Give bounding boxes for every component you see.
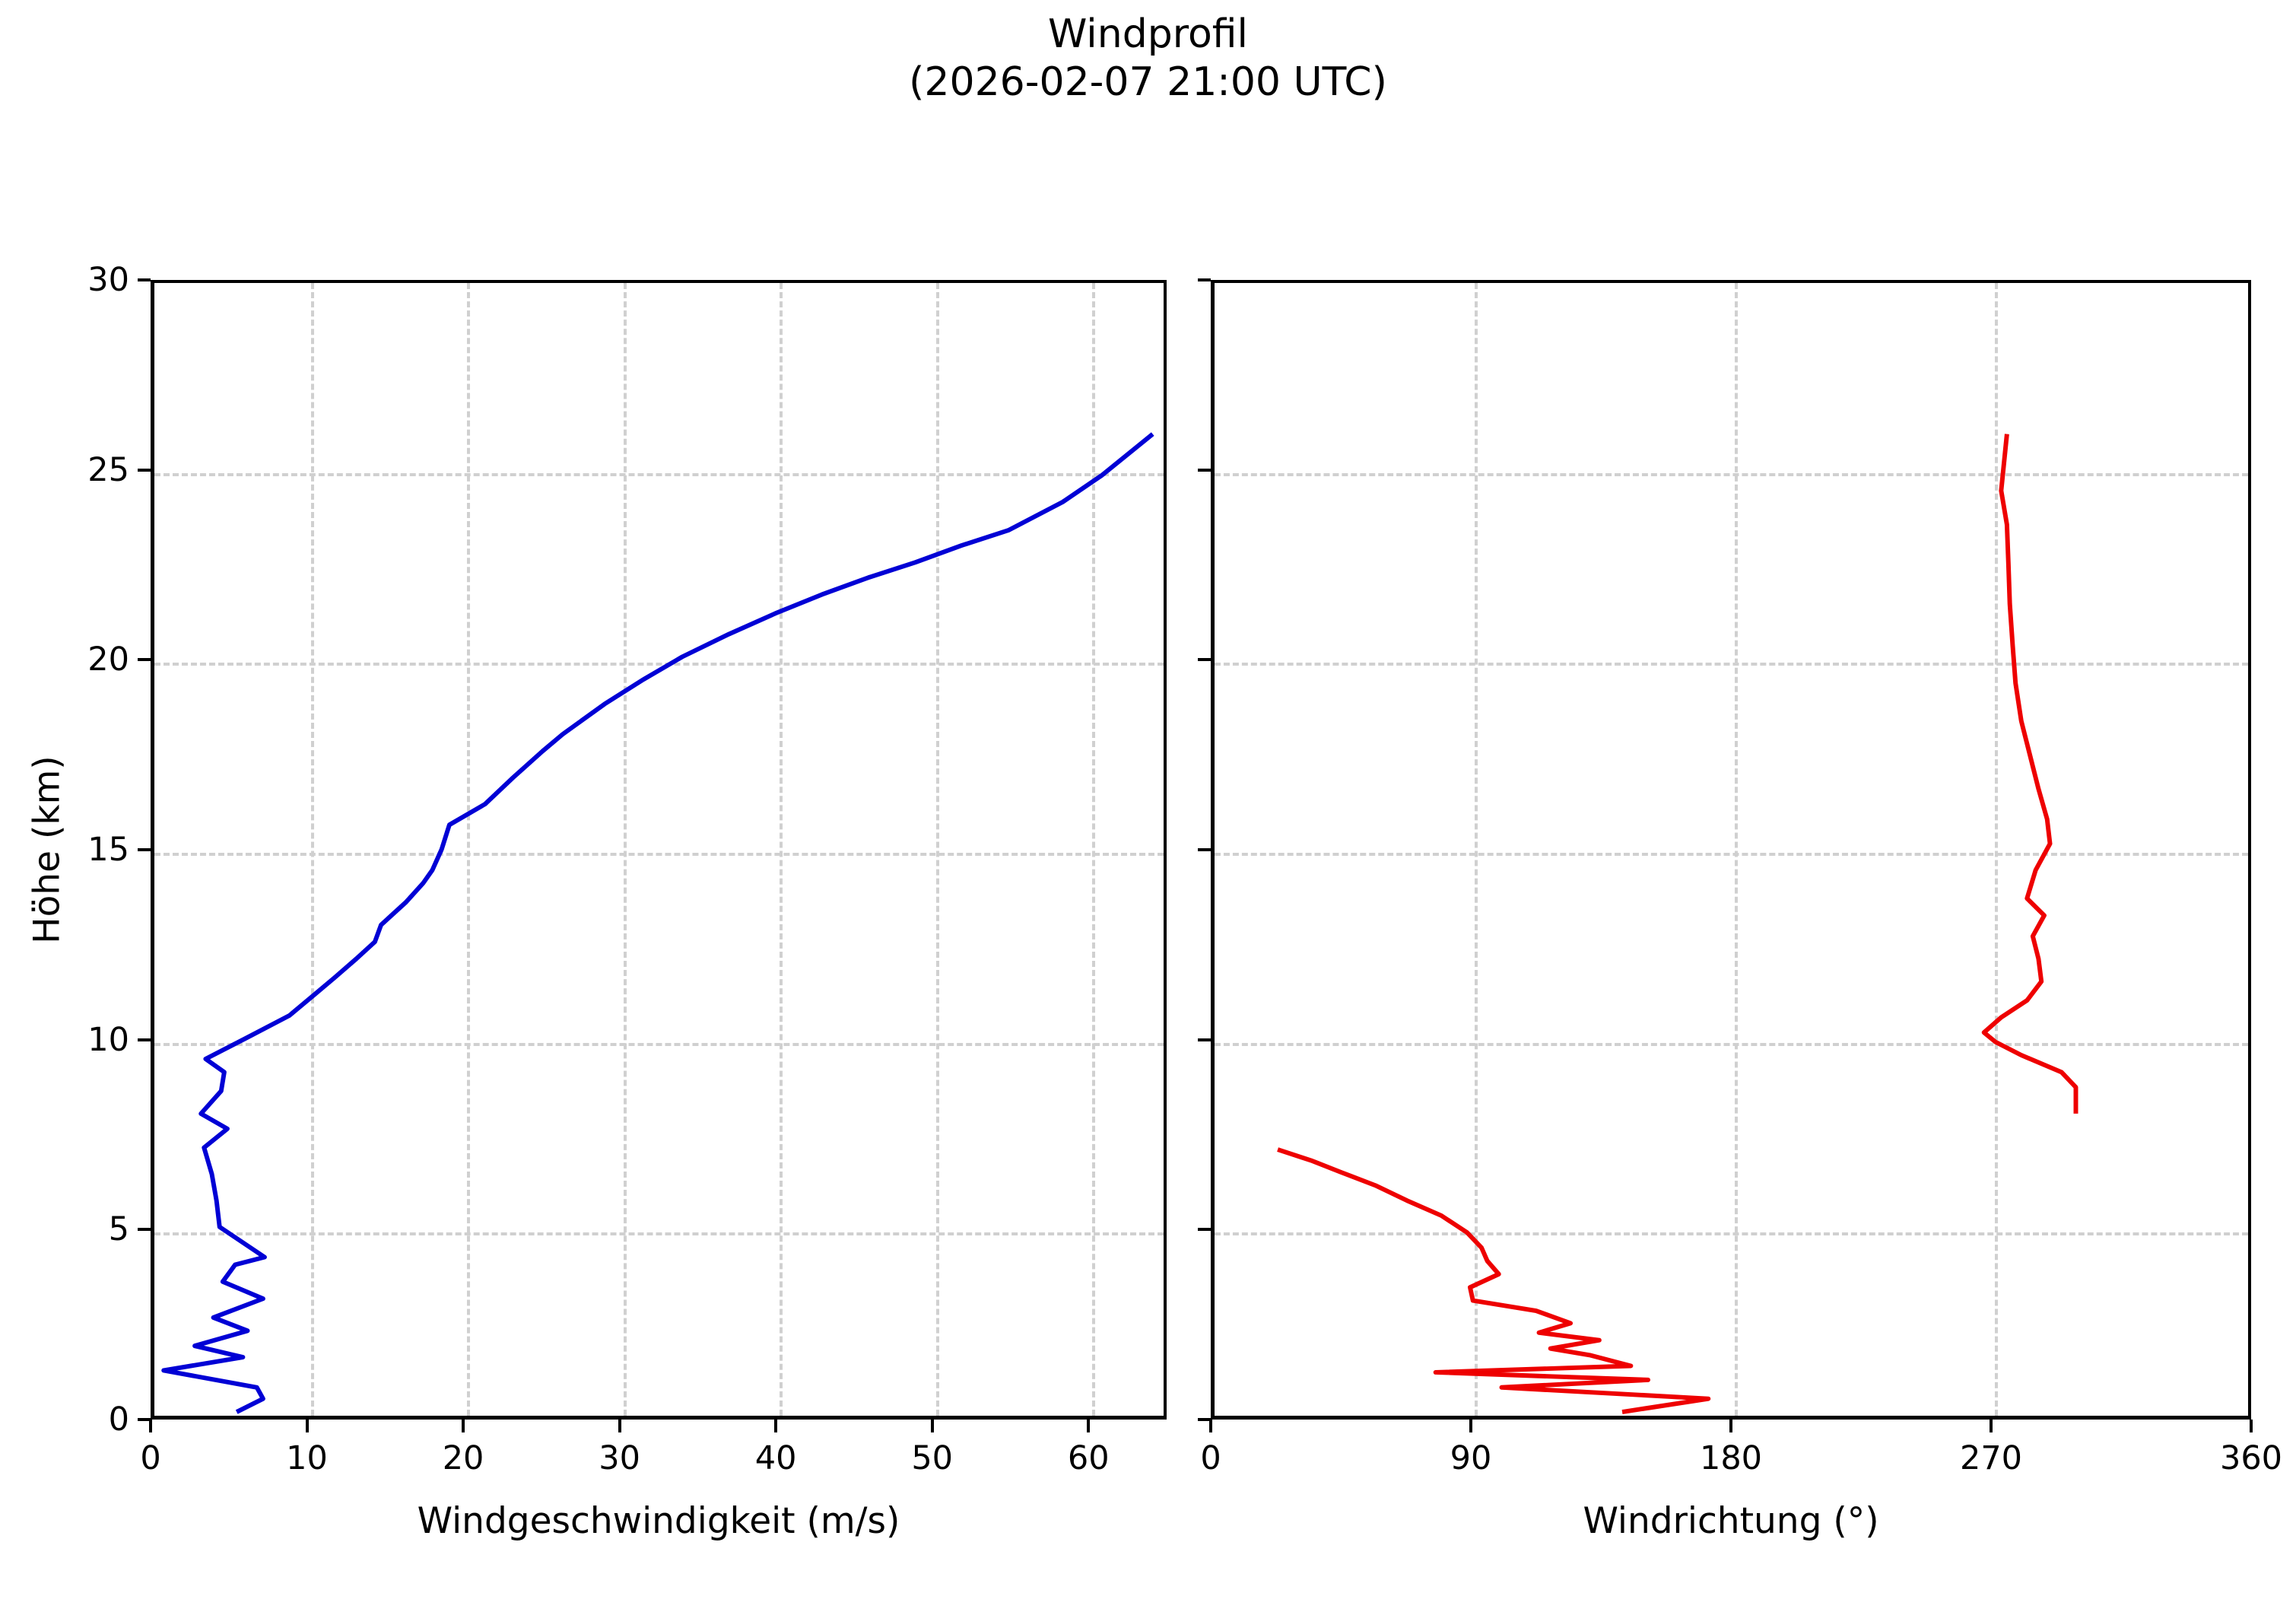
x-axis-tick-label: 270 [1959,1439,2023,1477]
grid-line-horizontal [154,1232,1164,1236]
title-line-1: Windprofil [1048,11,1248,57]
wind-speed-axes [151,280,1167,1420]
wind-direction-line [1981,434,2078,1114]
y-axis-tick-label: 25 [87,450,129,489]
wind-speed-curve-group [161,432,1154,1414]
x-axis-tick [2250,1420,2253,1432]
height-y-axis-label: Höhe (km) [26,755,68,944]
y-axis-tick-label: 0 [108,1401,129,1439]
x-axis-tick-label: 0 [1200,1439,1221,1477]
grid-line-vertical [1092,283,1096,1416]
x-axis-tick-label: 0 [140,1439,161,1477]
x-axis-tick-label: 10 [286,1439,328,1477]
x-axis-tick [1087,1420,1091,1432]
grid-line-vertical [623,283,627,1416]
x-axis-tick-label: 360 [2219,1439,2283,1477]
grid-line-horizontal [1215,1232,2248,1236]
grid-line-horizontal [1215,472,2248,476]
y-axis-tick [1198,1228,1211,1232]
grid-line-vertical [1475,283,1478,1416]
y-axis-tick [1198,658,1211,662]
x-axis-tick-label: 60 [1067,1439,1110,1477]
x-axis-tick-label: 90 [1450,1439,1492,1477]
x-axis-tick [1469,1420,1472,1432]
x-axis-tick [774,1420,778,1432]
grid-line-vertical [310,283,314,1416]
wind-direction-axes [1211,280,2251,1420]
x-axis-tick [305,1420,309,1432]
wind-speed-x-axis-label: Windgeschwindigkeit (m/s) [417,1500,900,1542]
y-axis-tick [1198,1418,1211,1421]
grid-line-horizontal [154,1042,1164,1046]
y-axis-tick [138,1228,151,1232]
grid-line-vertical [780,283,783,1416]
wind-direction-line [1277,1147,1711,1414]
y-axis-tick [138,468,151,472]
x-axis-tick-label: 180 [1699,1439,1763,1477]
y-axis-tick [138,1418,151,1421]
y-axis-tick-label: 10 [87,1020,129,1059]
y-axis-tick [138,848,151,851]
wind-direction-plot-area [1215,283,2248,1416]
grid-line-vertical [1735,283,1738,1416]
x-axis-tick [1990,1420,1993,1432]
y-axis-tick [1198,1038,1211,1041]
wind-speed-plot-area [154,283,1164,1416]
x-axis-tick-label: 20 [442,1439,484,1477]
y-axis-tick [1198,468,1211,472]
x-axis-tick-label: 40 [754,1439,797,1477]
grid-line-vertical [1995,283,1998,1416]
grid-line-vertical [935,283,939,1416]
wind-direction-x-axis-label: Windrichtung (°) [1583,1500,1879,1542]
x-axis-tick [462,1420,465,1432]
grid-line-horizontal [154,663,1164,666]
chart-title: Windprofil (2026-02-07 21:00 UTC) [0,11,2296,107]
y-axis-tick [138,278,151,281]
grid-line-vertical [467,283,471,1416]
x-axis-tick [1729,1420,1732,1432]
x-axis-tick [618,1420,621,1432]
y-axis-tick [138,658,151,662]
x-axis-tick-label: 30 [599,1439,640,1477]
grid-line-horizontal [154,853,1164,856]
x-axis-tick [1209,1420,1212,1432]
title-line-2: (2026-02-07 21:00 UTC) [909,59,1387,106]
x-axis-tick-label: 50 [911,1439,954,1477]
x-axis-tick [930,1420,934,1432]
grid-line-horizontal [1215,1042,2248,1046]
grid-line-horizontal [1215,853,2248,856]
y-axis-tick-label: 5 [108,1210,129,1249]
wind-direction-curve-group [1277,434,2078,1414]
y-axis-tick [138,1038,151,1041]
y-axis-tick [1198,848,1211,851]
x-axis-tick [149,1420,152,1432]
y-axis-tick-label: 20 [87,641,129,679]
y-axis-tick-label: 15 [87,831,129,869]
grid-line-horizontal [154,472,1164,476]
y-axis-tick-label: 30 [87,261,129,299]
wind-speed-line [161,432,1154,1414]
grid-line-horizontal [1215,663,2248,666]
y-axis-tick [1198,278,1211,281]
